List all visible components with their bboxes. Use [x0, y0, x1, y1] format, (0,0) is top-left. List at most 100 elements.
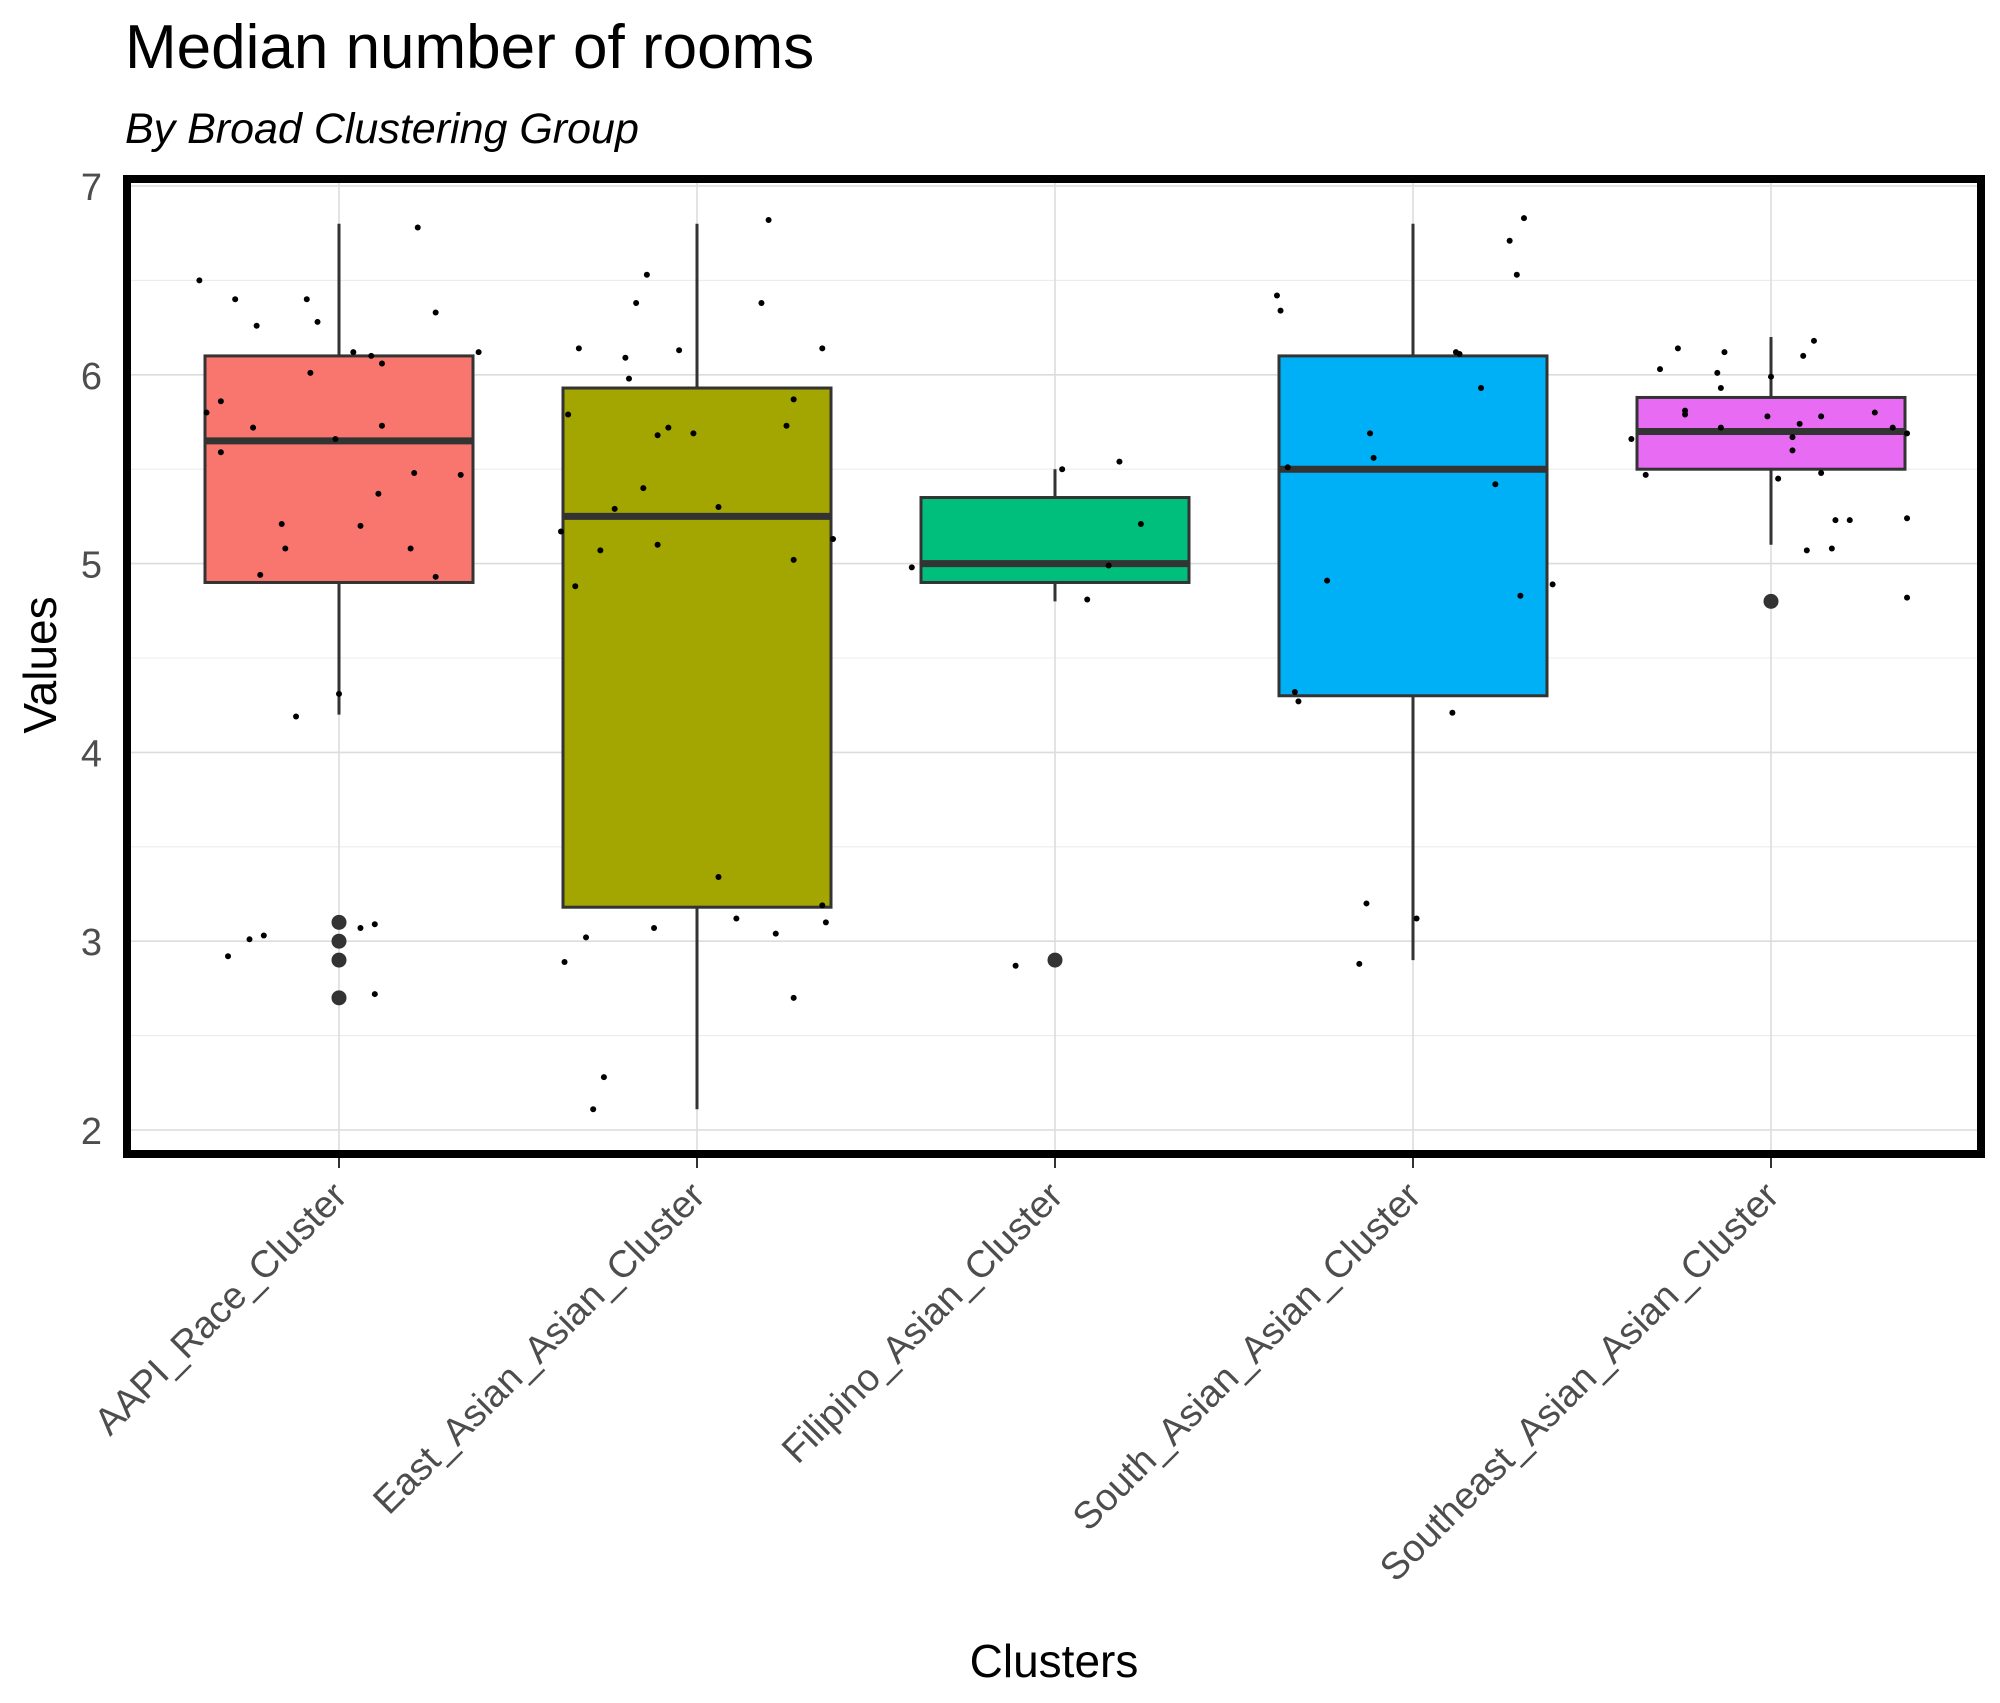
data-point: [1449, 709, 1456, 716]
data-point: [357, 924, 364, 931]
data-point: [411, 469, 418, 476]
data-point: [314, 318, 321, 325]
data-point: [715, 503, 722, 510]
box-group-3: [1277, 223, 1549, 961]
y-tick-label: 6: [81, 356, 102, 398]
data-point: [1818, 413, 1825, 420]
data-point: [676, 347, 683, 354]
outlier-point: [331, 952, 347, 968]
box: [203, 354, 475, 584]
data-point: [715, 874, 722, 881]
data-point: [246, 936, 253, 943]
data-point: [307, 369, 314, 376]
data-point: [1492, 481, 1499, 488]
data-point: [432, 309, 439, 316]
data-point: [1721, 349, 1728, 356]
data-point: [350, 349, 357, 356]
data-point: [1800, 352, 1807, 359]
jitter-points: [196, 215, 1911, 1113]
data-point: [790, 396, 797, 403]
data-point: [690, 430, 697, 437]
data-point: [293, 713, 300, 720]
data-point: [1549, 581, 1556, 588]
y-axis: 2 3 4 5 6 7: [81, 167, 102, 1153]
x-tick-label: AAPI_Race_Cluster: [87, 1174, 356, 1443]
y-axis-title: Values: [14, 596, 66, 733]
data-point: [1904, 430, 1911, 437]
data-point: [1273, 292, 1280, 299]
data-point: [1682, 411, 1689, 418]
data-point: [217, 449, 224, 456]
chart-title: Median number of rooms: [125, 13, 814, 82]
data-point: [1520, 215, 1527, 222]
data-point: [572, 583, 579, 590]
data-point: [260, 932, 267, 939]
box-group-2: [919, 469, 1191, 968]
data-point: [257, 571, 264, 578]
data-point: [565, 411, 572, 418]
data-point: [232, 296, 239, 303]
box: [919, 496, 1191, 584]
data-point: [1513, 271, 1520, 278]
data-point: [278, 520, 285, 527]
data-point: [1832, 517, 1839, 524]
data-point: [457, 471, 464, 478]
data-point: [908, 564, 915, 571]
data-point: [475, 349, 482, 356]
data-point: [371, 921, 378, 928]
x-tick-label: Southeast_Asian_Asian_Cluster: [1372, 1174, 1787, 1589]
data-point: [1717, 385, 1724, 392]
data-point: [378, 422, 385, 429]
data-point: [830, 536, 837, 543]
data-point: [1370, 454, 1377, 461]
data-point: [196, 277, 203, 284]
y-tick-label: 4: [81, 733, 102, 775]
data-point: [1775, 475, 1782, 482]
outlier-point: [331, 914, 347, 930]
data-point: [1517, 592, 1524, 599]
grid: [127, 179, 1981, 1154]
data-point: [375, 490, 382, 497]
data-point: [1478, 385, 1485, 392]
data-point: [217, 398, 224, 405]
data-point: [654, 432, 661, 439]
data-point: [640, 485, 647, 492]
data-point: [1295, 698, 1302, 705]
x-tick-label: South_Asian_Asian_Cluster: [1065, 1174, 1430, 1539]
data-point: [371, 991, 378, 998]
data-point: [1059, 466, 1066, 473]
data-point: [1828, 545, 1835, 552]
data-point: [332, 435, 339, 442]
data-point: [1277, 307, 1284, 314]
data-point: [414, 224, 421, 231]
data-point: [407, 545, 414, 552]
data-point: [1764, 413, 1771, 420]
data-point: [790, 994, 797, 1001]
data-point: [357, 522, 364, 529]
box: [1277, 354, 1549, 698]
data-point: [600, 1074, 607, 1081]
data-point: [575, 345, 582, 352]
outlier-point: [1047, 952, 1063, 968]
data-point: [597, 547, 604, 554]
outlier-point: [331, 933, 347, 949]
data-point: [1904, 594, 1911, 601]
data-point: [1789, 447, 1796, 454]
data-point: [1356, 960, 1363, 967]
data-point: [590, 1106, 597, 1113]
data-point: [1803, 547, 1810, 554]
data-point: [1796, 420, 1803, 427]
box-group-4: [1635, 337, 1907, 609]
data-point: [790, 556, 797, 563]
x-axis-title: Clusters: [970, 1635, 1139, 1687]
data-point: [250, 424, 257, 431]
data-point: [665, 424, 672, 431]
data-point: [561, 958, 568, 965]
data-point: [1116, 458, 1123, 465]
data-point: [1291, 688, 1298, 695]
y-tick-label: 3: [81, 922, 102, 964]
data-point: [733, 915, 740, 922]
data-point: [783, 422, 790, 429]
data-point: [1657, 366, 1664, 373]
